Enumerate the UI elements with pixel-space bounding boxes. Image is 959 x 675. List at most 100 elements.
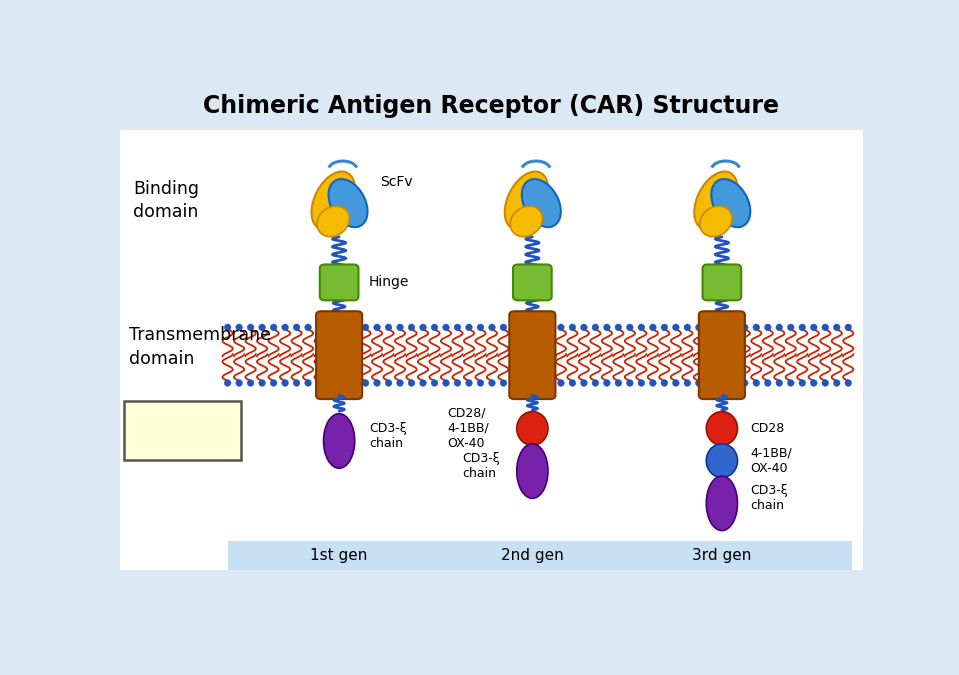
Ellipse shape <box>363 379 369 386</box>
Ellipse shape <box>706 476 737 531</box>
Text: CD3-ξ
chain: CD3-ξ chain <box>462 452 500 480</box>
Ellipse shape <box>293 324 300 331</box>
Ellipse shape <box>293 379 300 386</box>
Ellipse shape <box>443 379 450 386</box>
Ellipse shape <box>259 379 266 386</box>
Ellipse shape <box>810 379 817 386</box>
Ellipse shape <box>455 324 461 331</box>
Ellipse shape <box>592 379 598 386</box>
Ellipse shape <box>603 324 610 331</box>
Ellipse shape <box>764 324 771 331</box>
Ellipse shape <box>374 379 381 386</box>
Ellipse shape <box>592 324 598 331</box>
Ellipse shape <box>517 443 548 498</box>
Ellipse shape <box>707 379 713 386</box>
Ellipse shape <box>672 324 679 331</box>
Ellipse shape <box>397 379 404 386</box>
Ellipse shape <box>510 206 543 237</box>
Text: ScFv: ScFv <box>380 176 412 190</box>
Ellipse shape <box>374 324 381 331</box>
Ellipse shape <box>397 324 404 331</box>
Text: 4-1BB/
OX-40: 4-1BB/ OX-40 <box>750 447 792 475</box>
Ellipse shape <box>822 379 829 386</box>
Ellipse shape <box>329 179 367 227</box>
Ellipse shape <box>569 379 575 386</box>
Ellipse shape <box>649 324 656 331</box>
Ellipse shape <box>478 379 484 386</box>
Ellipse shape <box>523 379 529 386</box>
Ellipse shape <box>500 324 506 331</box>
Text: Chimeric Antigen Receptor (CAR) Structure: Chimeric Antigen Receptor (CAR) Structur… <box>203 94 780 118</box>
Ellipse shape <box>833 324 840 331</box>
Ellipse shape <box>386 379 392 386</box>
FancyBboxPatch shape <box>699 311 745 399</box>
Ellipse shape <box>409 379 415 386</box>
Text: Signaling
domain: Signaling domain <box>142 410 222 452</box>
Ellipse shape <box>546 379 552 386</box>
Ellipse shape <box>282 379 289 386</box>
Ellipse shape <box>615 324 621 331</box>
Ellipse shape <box>694 171 737 230</box>
Text: CD3-ξ
chain: CD3-ξ chain <box>369 422 407 450</box>
FancyBboxPatch shape <box>319 265 359 300</box>
Ellipse shape <box>500 379 506 386</box>
Ellipse shape <box>626 324 633 331</box>
Ellipse shape <box>534 324 541 331</box>
FancyBboxPatch shape <box>120 81 863 130</box>
Ellipse shape <box>776 379 783 386</box>
FancyBboxPatch shape <box>120 130 863 570</box>
Ellipse shape <box>409 324 415 331</box>
Ellipse shape <box>706 412 737 446</box>
Ellipse shape <box>504 171 549 230</box>
Ellipse shape <box>649 379 656 386</box>
Ellipse shape <box>822 324 829 331</box>
Ellipse shape <box>603 379 610 386</box>
Ellipse shape <box>305 324 312 331</box>
Text: Transmembrane
domain: Transmembrane domain <box>129 326 270 368</box>
Ellipse shape <box>317 206 349 237</box>
Ellipse shape <box>712 179 750 227</box>
Ellipse shape <box>799 324 806 331</box>
Ellipse shape <box>700 206 732 237</box>
Ellipse shape <box>741 324 748 331</box>
Ellipse shape <box>580 324 587 331</box>
Ellipse shape <box>833 379 840 386</box>
Ellipse shape <box>707 324 713 331</box>
FancyBboxPatch shape <box>124 401 241 460</box>
FancyBboxPatch shape <box>509 311 555 399</box>
Ellipse shape <box>328 379 335 386</box>
Ellipse shape <box>386 324 392 331</box>
Text: CD28/
4-1BB/
OX-40: CD28/ 4-1BB/ OX-40 <box>447 407 489 450</box>
Ellipse shape <box>328 324 335 331</box>
Ellipse shape <box>511 379 518 386</box>
Ellipse shape <box>466 379 473 386</box>
Ellipse shape <box>522 179 561 227</box>
Ellipse shape <box>706 443 737 478</box>
Ellipse shape <box>534 379 541 386</box>
Ellipse shape <box>753 379 760 386</box>
Ellipse shape <box>236 379 243 386</box>
Ellipse shape <box>247 324 254 331</box>
Text: CD3-ξ
chain: CD3-ξ chain <box>750 484 788 512</box>
Text: Binding
domain: Binding domain <box>133 180 199 221</box>
Ellipse shape <box>810 324 817 331</box>
Ellipse shape <box>718 324 725 331</box>
Ellipse shape <box>443 324 450 331</box>
Ellipse shape <box>351 324 358 331</box>
Ellipse shape <box>787 379 794 386</box>
Ellipse shape <box>432 324 438 331</box>
Ellipse shape <box>672 379 679 386</box>
Ellipse shape <box>339 379 346 386</box>
Ellipse shape <box>420 379 427 386</box>
Ellipse shape <box>753 324 760 331</box>
Ellipse shape <box>466 324 473 331</box>
Ellipse shape <box>638 379 644 386</box>
Text: 3rd gen: 3rd gen <box>692 548 752 563</box>
Ellipse shape <box>776 324 783 331</box>
Ellipse shape <box>684 379 690 386</box>
Ellipse shape <box>661 324 667 331</box>
Ellipse shape <box>787 324 794 331</box>
Text: 2nd gen: 2nd gen <box>501 548 564 563</box>
Ellipse shape <box>236 324 243 331</box>
Ellipse shape <box>351 379 358 386</box>
